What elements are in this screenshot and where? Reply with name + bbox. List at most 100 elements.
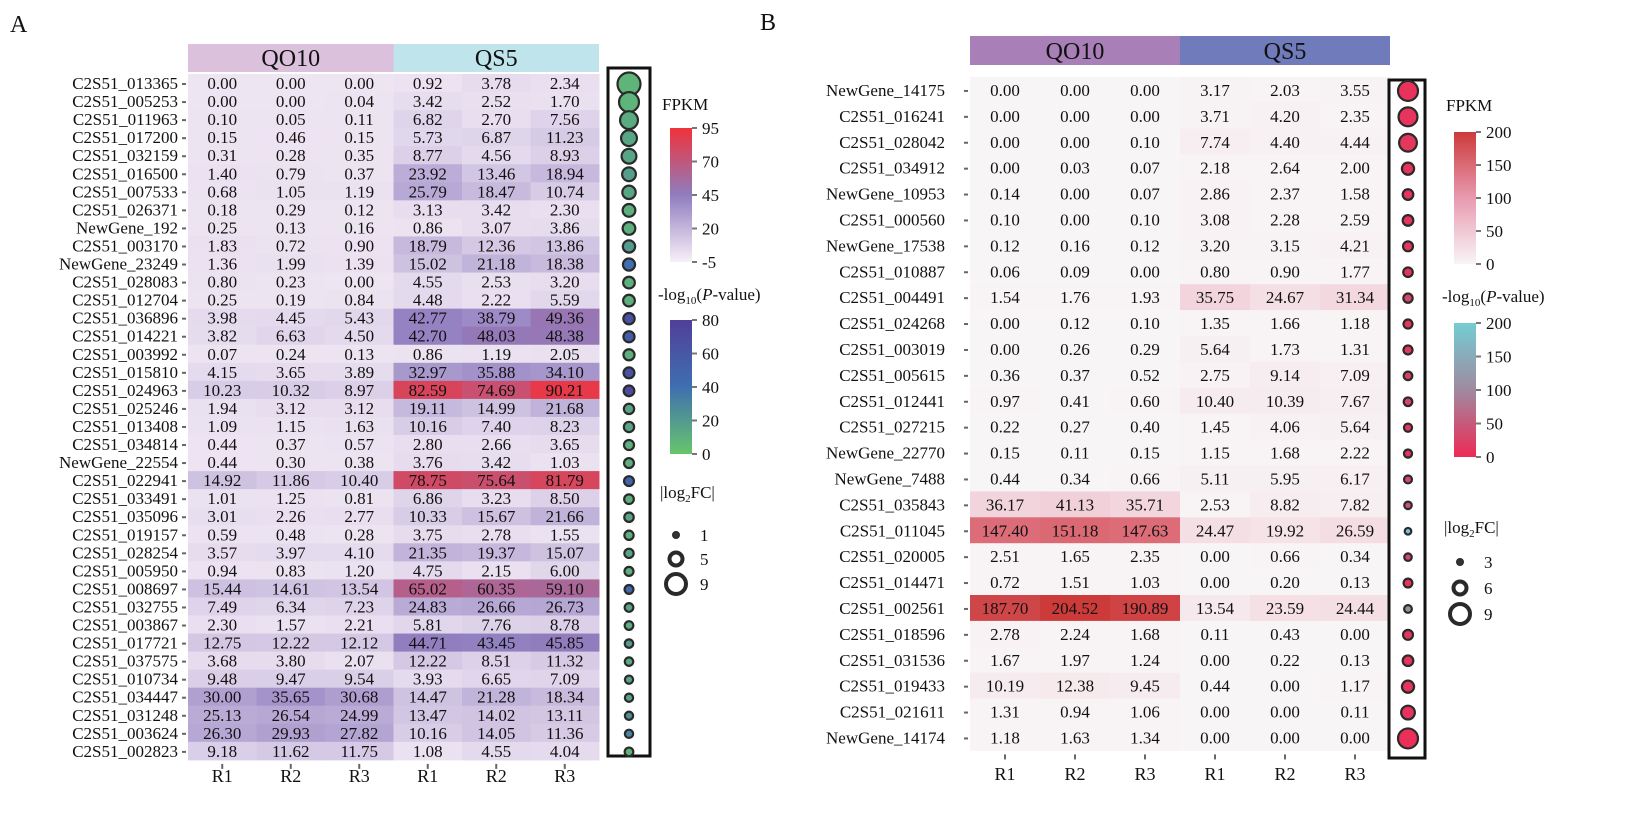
cell-value: 5.81 [413,616,443,635]
cell-value: 0.00 [1200,573,1230,592]
heatmap-cell [256,398,326,418]
cell-value: 0.81 [344,489,374,508]
significance-bubble [623,565,635,578]
heatmap-cell [1110,154,1181,182]
heatmap-cell [1320,206,1391,233]
heatmap-cell [970,646,1041,674]
cell-value: 24.99 [340,706,378,725]
heatmap-cell [1250,491,1321,518]
heatmap-cell [1110,465,1181,492]
cell-value: 12.22 [272,634,310,653]
cell-value: 2.15 [481,561,511,580]
significance-bubble [621,202,637,218]
heatmap-cell [188,146,257,165]
cell-value: 24.83 [409,597,447,616]
heatmap-cell [188,741,257,761]
cell-value: 1.40 [207,164,237,183]
heatmap-cell [256,272,326,292]
cell-value: 2.28 [1270,210,1300,229]
colorbar-tick-label: 200 [1486,314,1512,333]
significance-bubble [623,547,635,560]
cell-value: 3.13 [413,200,443,219]
heatmap-cell [256,182,326,201]
heatmap-cell [462,92,531,111]
heatmap-cell [1320,439,1391,466]
heatmap-cell [1250,284,1321,311]
gene-label: C2S51_007533 [72,182,178,201]
heatmap-cell [256,326,326,346]
cell-value: 3.20 [1200,236,1230,255]
heatmap-cell [1110,361,1181,389]
heatmap-cell [462,416,531,436]
x-tick-label: R1 [212,766,233,786]
cell-value: 7.23 [344,597,374,616]
cell-value: 15.07 [546,543,585,562]
cell-value: 0.43 [1270,625,1300,644]
heatmap-cell [256,164,326,183]
heatmap-cell [1250,128,1321,156]
cell-value: 204.52 [1052,599,1099,618]
heatmap-cell [325,435,394,454]
cell-value: 0.00 [1340,728,1370,747]
cell-value: 0.13 [276,218,306,237]
heatmap-cell [1320,413,1391,441]
cell-value: 0.07 [207,345,237,364]
cell-value: 8.77 [413,146,443,165]
gene-label: C2S51_028254 [72,543,178,562]
heatmap-cell [325,561,394,580]
gene-label: C2S51_022941 [72,471,178,490]
cell-value: 35.71 [1126,495,1164,514]
cell-value: 13.47 [409,706,448,725]
gene-label: C2S51_017200 [72,128,178,147]
gene-label: NewGene_22554 [59,453,178,472]
heatmap-cell [530,272,600,292]
heatmap-cell [393,308,463,328]
heatmap-cell [1040,465,1111,492]
cell-value: 1.08 [413,742,443,761]
cell-value: 10.33 [409,507,447,526]
cell-value: 7.82 [1340,495,1370,514]
heatmap-cell [188,416,257,436]
heatmap-cell [393,200,463,219]
x-tick-label: R1 [417,766,438,786]
cell-value: 0.44 [207,435,237,454]
cell-value: 0.28 [344,525,374,544]
heatmap-cell [1250,595,1321,622]
cell-value: 1.34 [1130,728,1160,747]
gene-label: C2S51_019157 [72,525,178,544]
cell-value: 3.65 [276,363,306,382]
heatmap-cell [325,182,394,201]
heatmap-cell [256,236,326,255]
cell-value: 0.19 [276,291,306,310]
cell-value: 0.37 [1060,366,1090,385]
cell-value: 81.79 [546,471,584,490]
significance-bubble [1402,422,1414,433]
cell-value: 23.92 [409,164,447,183]
cell-value: 11.36 [546,724,584,743]
heatmap-cell [462,380,531,400]
significance-bubble [622,438,636,452]
cell-value: 11.75 [340,742,378,761]
cell-value: 5.73 [413,128,443,147]
heatmap-cell [1040,569,1111,596]
gene-label: C2S51_031248 [72,706,178,725]
heatmap-cell [1180,232,1251,259]
heatmap-cell [970,491,1041,518]
cell-value: 1.20 [344,561,374,580]
heatmap-cell [530,543,600,562]
cell-value: 1.58 [1340,185,1370,204]
cell-value: 1.51 [1060,573,1090,592]
heatmap-cell [462,236,531,255]
cell-value: 18.38 [546,255,584,274]
heatmap-cell [1320,361,1391,389]
heatmap-cell [1110,595,1181,622]
cell-value: 7.09 [1340,366,1370,385]
cell-value: 1.97 [1060,651,1090,670]
heatmap-cell [256,615,326,635]
heatmap-cell [188,380,257,400]
cell-value: 26.54 [272,706,311,725]
heatmap-cell [530,525,600,544]
heatmap-cell [1320,646,1391,674]
heatmap-cell [1180,620,1251,648]
gene-label: C2S51_024963 [72,381,178,400]
